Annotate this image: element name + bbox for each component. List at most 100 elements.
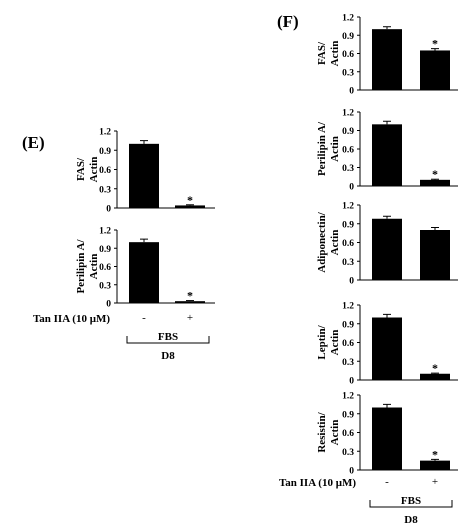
y-axis-label-line: Leptin/	[316, 324, 328, 359]
significance-mark: *	[432, 447, 438, 461]
significance-mark: *	[432, 37, 438, 51]
bar	[372, 218, 402, 280]
panel-f-sign-plus: +	[432, 476, 438, 488]
panel-e-letter: (E)	[22, 133, 45, 152]
bar	[129, 242, 159, 303]
y-tick-label: 0.9	[99, 147, 111, 157]
y-axis-label-line: Perilipin A/	[75, 239, 87, 294]
y-axis-label-line: Actin	[329, 41, 341, 67]
panel-e-sign-minus: -	[142, 312, 146, 324]
y-axis-label: FAS/Actin	[316, 41, 341, 67]
y-axis-label-line: Adiponectin/	[316, 211, 328, 272]
bar	[420, 373, 450, 380]
y-tick-label: 1.2	[99, 128, 111, 138]
significance-mark: *	[187, 289, 193, 303]
y-tick-label: 0.6	[99, 263, 111, 273]
y-axis-label-line: Actin	[88, 254, 100, 280]
panel-e-sign-plus: +	[187, 312, 193, 324]
y-axis-label: Adiponectin/Actin	[316, 211, 341, 272]
y-tick-label: 0.6	[342, 146, 354, 156]
y-tick-label: 0	[349, 377, 354, 387]
y-tick-label: 0.6	[342, 239, 354, 249]
y-tick-label: 1.2	[342, 14, 354, 24]
bar	[372, 29, 402, 91]
y-tick-label: 1.2	[342, 202, 354, 212]
y-axis-label: FAS/Actin	[75, 157, 100, 183]
y-tick-label: 0.9	[99, 245, 111, 255]
y-tick-label: 0.3	[342, 448, 354, 458]
significance-mark: *	[432, 167, 438, 181]
y-tick-label: 1.2	[342, 302, 354, 312]
y-axis-label-line: Actin	[329, 136, 341, 162]
y-tick-label: 0	[349, 183, 354, 193]
panel-e-day-label: D8	[161, 350, 175, 362]
y-tick-label: 0.9	[342, 127, 354, 137]
y-tick-label: 0.9	[342, 220, 354, 230]
bar	[175, 205, 205, 208]
panel-f: (F) 0 0.3 0.6 0.9 1.2 FAS/Actin * 0 0.3 0.6 0.9 1.…	[277, 12, 458, 526]
y-tick-label: 1.2	[342, 109, 354, 119]
panel-e-group-bracket	[126, 336, 210, 344]
y-axis-label-line: Actin	[329, 420, 341, 446]
significance-mark: *	[187, 193, 193, 207]
bar	[372, 124, 402, 186]
y-tick-label: 0.3	[342, 68, 354, 78]
y-axis-label: Leptin/Actin	[316, 324, 341, 359]
y-tick-label: 0	[106, 205, 111, 215]
chart-e-perilipin: 0 0.3 0.6 0.9 1.2 Perilipin A/Actin *	[75, 227, 215, 310]
chart-e-fas: 0 0.3 0.6 0.9 1.2 FAS/Actin *	[75, 128, 215, 215]
y-axis-label-line: Actin	[329, 230, 341, 256]
y-tick-label: 0.6	[342, 50, 354, 60]
y-axis-label-line: FAS/	[75, 157, 87, 181]
y-tick-label: 0.9	[342, 32, 354, 42]
chart-f-fas: 0 0.3 0.6 0.9 1.2 FAS/Actin *	[316, 14, 458, 97]
y-tick-label: 1.2	[342, 392, 354, 402]
y-tick-label: 0.6	[342, 339, 354, 349]
y-axis-label: Perilipin A/Actin	[75, 239, 100, 294]
y-tick-label: 0.6	[342, 429, 354, 439]
y-tick-label: 0.3	[99, 185, 111, 195]
y-tick-label: 0.3	[342, 164, 354, 174]
y-tick-label: 0	[349, 277, 354, 287]
y-tick-label: 0	[349, 87, 354, 97]
y-tick-label: 0	[106, 300, 111, 310]
bar	[372, 317, 402, 380]
y-tick-label: 0	[349, 467, 354, 477]
y-tick-label: 0.6	[99, 166, 111, 176]
y-tick-label: 0.9	[342, 410, 354, 420]
y-tick-label: 0.3	[99, 281, 111, 291]
panel-e-treatment-label: Tan IIA (10 μM)	[33, 313, 110, 325]
panel-f-sign-minus: -	[385, 476, 389, 488]
y-tick-label: 0.9	[342, 320, 354, 330]
y-axis-label-line: Perilipin A/	[316, 121, 328, 176]
panel-f-group-bracket	[369, 500, 453, 508]
y-tick-label: 1.2	[99, 227, 111, 237]
y-axis-label: Perilipin A/Actin	[316, 121, 341, 176]
bar	[420, 230, 450, 280]
bar	[129, 143, 159, 208]
y-axis-label-line: Actin	[88, 157, 100, 183]
bar	[420, 179, 450, 186]
chart-f-leptin: 0 0.3 0.6 0.9 1.2 Leptin/Actin *	[316, 302, 458, 387]
bar	[372, 407, 402, 470]
panel-e: (E) 0 0.3 0.6 0.9 1.2 FAS/Actin * 0 0.3 0.6 0.9 1.…	[22, 128, 215, 362]
y-axis-label-line: Actin	[329, 330, 341, 356]
panel-f-group-label: FBS	[401, 495, 421, 507]
y-tick-label: 0.3	[342, 358, 354, 368]
y-axis-label-line: FAS/	[316, 41, 328, 65]
significance-mark: *	[432, 361, 438, 375]
y-axis-label-line: Resistin/	[316, 411, 328, 452]
y-tick-label: 0.3	[342, 258, 354, 268]
bar	[175, 301, 205, 303]
panel-f-day-label: D8	[404, 514, 418, 526]
panel-f-treatment-label: Tan IIA (10 μM)	[279, 477, 356, 489]
bar	[420, 460, 450, 470]
bar	[420, 50, 450, 90]
y-axis-label: Resistin/Actin	[316, 411, 341, 452]
panel-f-letter: (F)	[277, 12, 299, 31]
panel-e-group-label: FBS	[158, 331, 178, 343]
